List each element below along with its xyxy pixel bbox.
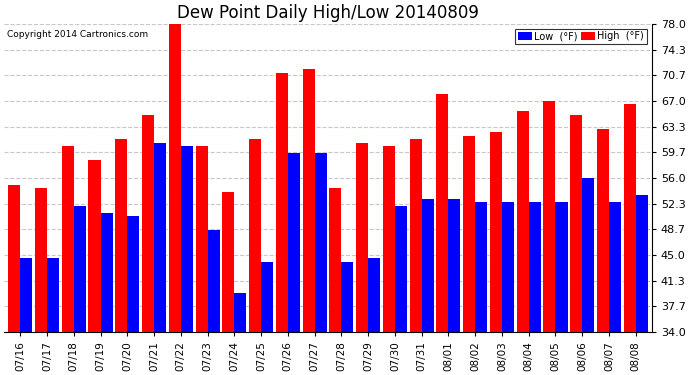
Title: Dew Point Daily High/Low 20140809: Dew Point Daily High/Low 20140809 bbox=[177, 4, 479, 22]
Bar bbox=[169, 24, 181, 332]
Bar bbox=[195, 146, 208, 332]
Bar bbox=[88, 160, 101, 332]
Bar bbox=[276, 73, 288, 332]
Bar bbox=[222, 192, 235, 332]
Bar bbox=[208, 230, 219, 332]
Bar bbox=[448, 199, 460, 332]
Bar bbox=[61, 146, 74, 332]
Bar bbox=[356, 143, 368, 332]
Bar bbox=[410, 139, 422, 332]
Bar bbox=[127, 216, 139, 332]
Bar bbox=[154, 143, 166, 332]
Bar bbox=[20, 258, 32, 332]
Bar bbox=[302, 69, 315, 332]
Bar bbox=[315, 153, 326, 332]
Bar bbox=[74, 206, 86, 332]
Bar bbox=[624, 104, 635, 332]
Bar bbox=[395, 206, 407, 332]
Bar bbox=[570, 115, 582, 332]
Legend: Low  (°F), High  (°F): Low (°F), High (°F) bbox=[515, 28, 647, 44]
Bar bbox=[582, 178, 594, 332]
Bar bbox=[544, 101, 555, 332]
Bar bbox=[235, 293, 246, 332]
Bar bbox=[342, 262, 353, 332]
Bar bbox=[142, 115, 154, 332]
Bar bbox=[35, 188, 47, 332]
Bar bbox=[181, 146, 193, 332]
Bar bbox=[597, 129, 609, 332]
Bar bbox=[249, 139, 261, 332]
Bar bbox=[463, 136, 475, 332]
Bar bbox=[490, 132, 502, 332]
Bar bbox=[517, 111, 529, 332]
Bar bbox=[261, 262, 273, 332]
Bar bbox=[115, 139, 127, 332]
Bar bbox=[101, 213, 112, 332]
Bar bbox=[436, 94, 448, 332]
Bar bbox=[288, 153, 300, 332]
Bar bbox=[422, 199, 434, 332]
Bar bbox=[502, 202, 514, 332]
Bar bbox=[475, 202, 487, 332]
Bar bbox=[555, 202, 567, 332]
Bar bbox=[329, 188, 342, 332]
Bar bbox=[8, 185, 20, 332]
Bar bbox=[529, 202, 541, 332]
Bar bbox=[609, 202, 621, 332]
Bar bbox=[368, 258, 380, 332]
Text: Copyright 2014 Cartronics.com: Copyright 2014 Cartronics.com bbox=[8, 30, 148, 39]
Bar bbox=[383, 146, 395, 332]
Bar bbox=[47, 258, 59, 332]
Bar bbox=[635, 195, 648, 332]
